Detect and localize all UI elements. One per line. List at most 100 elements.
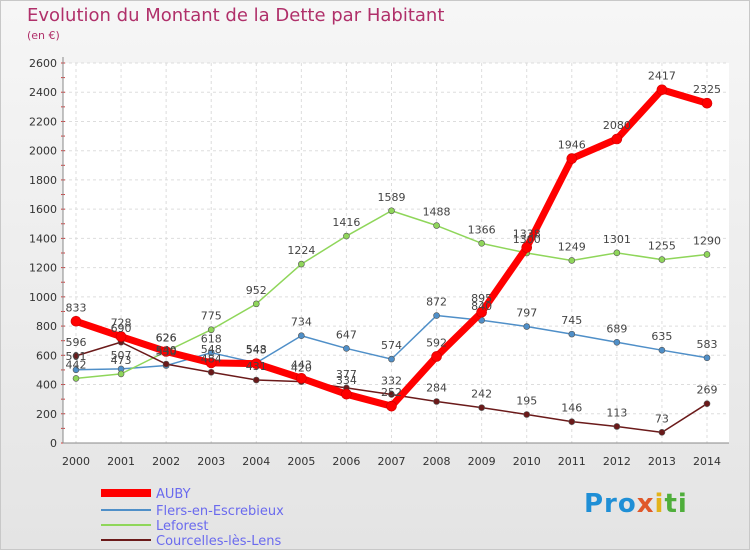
data-label: 1416 — [332, 216, 360, 229]
data-point — [433, 312, 440, 319]
data-point — [207, 368, 215, 376]
data-label: 431 — [246, 360, 267, 373]
data-label: 484 — [201, 352, 222, 365]
data-label: 2080 — [603, 119, 631, 132]
x-tick-label: 2008 — [423, 455, 451, 468]
chart-subtitle: (en €) — [27, 29, 60, 42]
chart-title: Evolution du Montant de la Dette par Hab… — [27, 5, 445, 26]
data-label: 583 — [697, 338, 718, 351]
data-label: 775 — [201, 310, 222, 323]
data-label: 1290 — [693, 234, 721, 247]
data-label: 1300 — [513, 233, 541, 246]
legend-label: Courcelles-lès-Lens — [156, 534, 281, 549]
data-label: 728 — [111, 317, 132, 330]
data-point — [72, 366, 80, 374]
y-tick-label: 2000 — [29, 145, 57, 158]
y-tick-label: 800 — [36, 320, 57, 333]
data-point — [70, 315, 82, 327]
data-point — [343, 232, 350, 240]
data-point — [388, 207, 395, 215]
data-point — [476, 306, 487, 318]
data-label: 1488 — [423, 206, 451, 219]
proxiti-logo: Proxiti — [584, 489, 688, 519]
data-label: 2417 — [648, 70, 676, 83]
data-point — [386, 400, 397, 412]
y-tick-label: 2200 — [29, 115, 57, 128]
y-tick-label: 1400 — [29, 232, 57, 245]
data-point — [296, 372, 307, 384]
y-tick-label: 600 — [36, 349, 57, 362]
data-label: 596 — [66, 336, 87, 349]
data-label: 252 — [381, 386, 402, 399]
data-point — [658, 429, 666, 436]
data-label: 1946 — [558, 139, 586, 152]
data-label: 113 — [606, 406, 627, 419]
legend-label: AUBY — [156, 487, 191, 502]
data-label: 530 — [156, 346, 177, 359]
y-tick-label: 1200 — [29, 262, 57, 275]
x-tick-label: 2009 — [468, 455, 496, 468]
data-label: 1255 — [648, 240, 676, 253]
data-point — [72, 352, 80, 360]
data-label: 1301 — [603, 233, 631, 246]
data-label: 501 — [66, 350, 87, 363]
data-label: 442 — [66, 358, 87, 371]
data-label: 473 — [111, 354, 132, 367]
data-label: 626 — [156, 332, 177, 345]
data-point — [341, 388, 352, 400]
data-point — [613, 423, 621, 430]
data-label: 840 — [471, 300, 492, 313]
x-tick-label: 2006 — [332, 455, 360, 468]
data-point — [478, 404, 485, 411]
data-point — [160, 346, 172, 357]
x-tick-label: 2010 — [513, 455, 541, 468]
data-label: 574 — [381, 339, 402, 352]
data-point — [388, 355, 395, 363]
data-point — [343, 345, 350, 352]
data-label: 745 — [561, 314, 582, 327]
data-point — [207, 326, 215, 334]
data-point — [568, 418, 576, 425]
data-label: 1589 — [378, 191, 406, 204]
data-point — [523, 411, 531, 418]
data-label: 73 — [655, 412, 669, 425]
data-point — [703, 251, 711, 258]
data-label: 420 — [291, 362, 312, 375]
data-label: 1224 — [287, 244, 315, 257]
data-label: 1338 — [513, 227, 541, 240]
data-point — [117, 370, 125, 378]
data-label: 507 — [111, 349, 132, 362]
data-label: 626 — [156, 332, 177, 345]
data-label: 833 — [66, 301, 87, 314]
y-tick-label: 1600 — [29, 203, 57, 216]
data-label: 548 — [246, 343, 267, 356]
data-point — [298, 260, 305, 268]
data-label: 952 — [246, 284, 267, 297]
data-label: 592 — [426, 336, 447, 349]
data-point — [656, 84, 668, 96]
y-tick-label: 0 — [50, 437, 57, 450]
data-point — [611, 133, 623, 145]
y-tick-label: 2600 — [29, 57, 57, 70]
data-point — [658, 256, 666, 263]
data-point — [252, 376, 260, 384]
data-point — [566, 153, 578, 164]
data-point — [701, 97, 713, 109]
data-label: 690 — [111, 322, 132, 335]
data-point — [252, 300, 260, 308]
data-label: 797 — [516, 307, 537, 320]
data-point — [658, 346, 666, 354]
data-point — [433, 222, 440, 229]
data-label: 689 — [606, 322, 627, 335]
y-tick-label: 200 — [36, 408, 57, 421]
data-label: 146 — [561, 402, 582, 415]
data-label: 548 — [201, 343, 222, 356]
x-tick-label: 2007 — [378, 455, 406, 468]
data-label: 1249 — [558, 240, 586, 253]
data-point — [568, 257, 576, 264]
x-tick-label: 2003 — [197, 455, 225, 468]
data-label: 618 — [201, 333, 222, 346]
data-label: 1366 — [468, 223, 496, 236]
data-label: 895 — [471, 292, 492, 305]
